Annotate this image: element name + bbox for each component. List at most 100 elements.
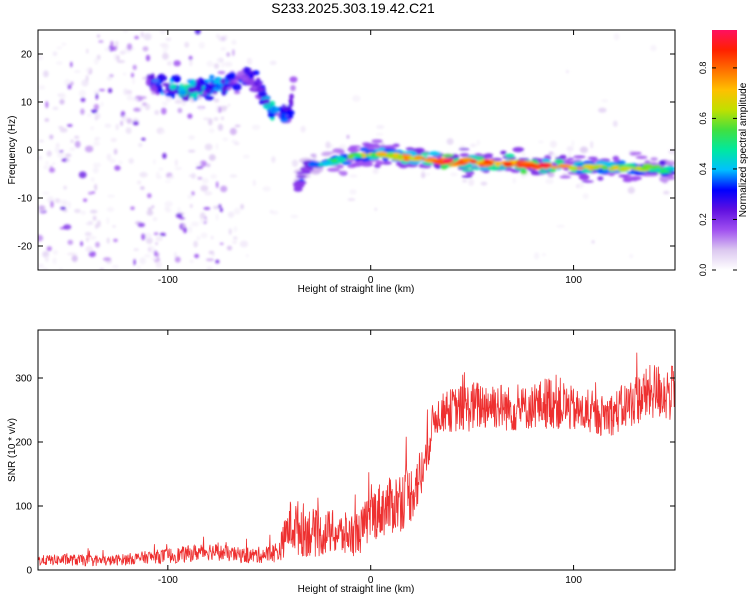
noise-speck: [222, 137, 228, 142]
ridge-blob: [503, 161, 513, 167]
noise-speck: [39, 139, 44, 143]
noise-speck: [132, 64, 137, 71]
ridge-blob: [347, 146, 357, 152]
noise-speck: [119, 50, 126, 55]
noise-speck: [173, 60, 181, 67]
colorbar: 0.0 0.2 0.4 0.6 0.8 Normalized spectral ampl…: [698, 30, 749, 276]
ridge-blob: [397, 154, 403, 157]
noise-speck: [155, 242, 158, 246]
cluster-blob: [187, 86, 196, 93]
ridge-blob: [302, 168, 311, 173]
noise-speck: [224, 61, 233, 67]
noise-speck: [109, 158, 116, 163]
noise-speck: [116, 55, 120, 61]
noise-speck: [196, 166, 203, 169]
noise-speck: [126, 43, 133, 51]
noise-speck: [182, 223, 186, 229]
noise-speck: [220, 105, 228, 109]
cluster-blob: [289, 76, 298, 83]
noise-speck: [93, 89, 100, 95]
noise-speck: [63, 185, 67, 190]
noise-speck: [104, 47, 111, 52]
noise-speck: [239, 240, 249, 248]
cluster-blob: [151, 79, 160, 82]
snr-xlabel: Height of straight line (km): [298, 584, 415, 595]
noise-speck: [52, 162, 55, 166]
noise-speck: [533, 252, 540, 260]
ridge-blob: [559, 164, 571, 168]
cluster-blob: [243, 66, 251, 75]
ridge-blob: [470, 167, 481, 171]
noise-speck: [113, 238, 118, 243]
ridge-blob: [587, 156, 598, 160]
noise-speck: [462, 179, 467, 183]
noise-speck: [59, 99, 65, 105]
noise-speck: [78, 171, 87, 179]
noise-speck: [240, 203, 244, 210]
noise-speck: [106, 237, 110, 244]
noise-speck: [262, 186, 271, 192]
noise-speck: [94, 113, 101, 120]
ridge-blob: [458, 148, 470, 151]
noise-speck: [122, 72, 127, 76]
cluster-blob: [170, 75, 181, 82]
noise-speck: [139, 171, 148, 178]
noise-speck: [59, 92, 66, 100]
noise-speck: [571, 140, 575, 147]
cluster-blob: [232, 83, 242, 92]
noise-speck: [537, 140, 544, 144]
cluster-blob: [269, 106, 280, 114]
noise-speck: [106, 207, 115, 212]
noise-speck: [233, 207, 241, 215]
ridge-blob: [431, 159, 445, 164]
noise-speck: [126, 118, 132, 124]
noise-speck: [213, 117, 219, 121]
noise-speck: [126, 90, 133, 95]
noise-speck: [38, 205, 46, 211]
noise-speck: [98, 40, 104, 43]
noise-speck: [66, 158, 71, 163]
ridge-blob: [413, 156, 423, 159]
ridge-blob: [325, 162, 340, 166]
noise-speck: [55, 61, 63, 65]
noise-speck: [214, 63, 219, 69]
noise-speck: [522, 151, 526, 157]
noise-speck: [113, 148, 118, 155]
noise-speck: [86, 48, 89, 54]
snr-xtick-label: 100: [565, 575, 582, 586]
noise-speck: [132, 77, 135, 85]
noise-speck: [110, 137, 117, 143]
snr-ytick-label: 100: [15, 502, 32, 513]
noise-speck: [141, 233, 146, 241]
noise-speck: [104, 123, 112, 128]
noise-speck: [112, 225, 116, 228]
ridge-blob: [601, 165, 608, 171]
noise-speck: [156, 252, 160, 258]
noise-speck: [175, 213, 183, 219]
ridge-blob: [296, 171, 311, 174]
cluster-blob: [146, 78, 151, 86]
noise-speck: [146, 210, 154, 216]
noise-speck: [83, 198, 88, 202]
cluster-blob: [202, 90, 208, 97]
noise-speck: [203, 117, 210, 121]
noise-speck: [191, 191, 195, 196]
ridge-blob: [538, 162, 552, 168]
noise-speck: [116, 60, 125, 63]
noise-speck: [74, 208, 81, 213]
noise-speck: [200, 232, 208, 239]
noise-speck: [291, 159, 299, 167]
snr-ytick-label: 0: [26, 566, 32, 577]
noise-speck: [579, 146, 589, 154]
ridge-blob: [650, 157, 658, 162]
noise-speck: [205, 258, 215, 262]
cluster-blob: [241, 75, 250, 83]
ridge-blob: [363, 143, 375, 148]
noise-speck: [80, 210, 86, 215]
noise-speck: [210, 235, 214, 240]
noise-speck: [232, 240, 238, 244]
noise-speck: [133, 259, 136, 266]
noise-speck: [582, 193, 589, 200]
cluster-blob: [150, 73, 155, 80]
noise-speck: [130, 206, 135, 210]
